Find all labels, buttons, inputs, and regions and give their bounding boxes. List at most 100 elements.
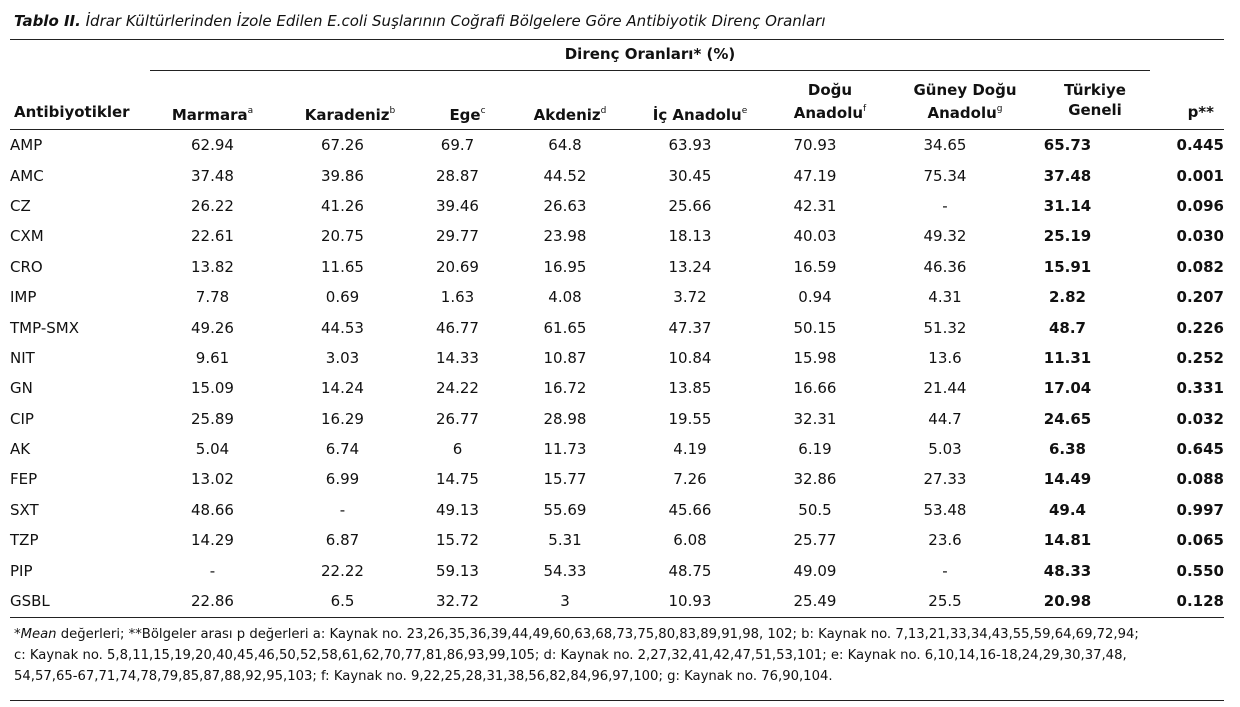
antibiotic-name: TZP [10, 531, 39, 550]
table-caption: Tablo II. İdrar Kültürlerinden İzole Edi… [14, 12, 826, 30]
footnote-line-3: 54,57,65-67,71,74,78,79,85,87,88,92,95,1… [14, 669, 833, 684]
region-value: 16.59 [793, 257, 837, 276]
antibiotic-name: TMP-SMX [10, 318, 79, 337]
region-value: 54.33 [543, 561, 587, 580]
antibiotic-name: CZ [10, 196, 31, 215]
region-value: 59.13 [436, 561, 479, 580]
region-value: 69.7 [440, 136, 475, 155]
region-value: 21.44 [923, 379, 967, 398]
region-value: 37.48 [191, 166, 234, 185]
region-value: 16.29 [321, 409, 364, 428]
turkiye-value: 17.04 [1043, 379, 1092, 398]
table-row: GSBL 22.86 6.5 32.72 3 10.93 25.49 25.5 20.98 0.1… [10, 586, 1224, 616]
region-value: 45.66 [668, 500, 712, 519]
region-value: 22.61 [191, 227, 234, 246]
region-value: - [942, 196, 948, 215]
region-value: - [339, 500, 346, 519]
region-value: 50.15 [793, 318, 837, 337]
antibiotic-name: CXM [10, 227, 44, 246]
region-value: 51.32 [923, 318, 967, 337]
region-value: 5.03 [928, 440, 962, 459]
top-rule [10, 39, 1224, 40]
region-value: 14.75 [436, 470, 479, 489]
region-value: 13.82 [191, 257, 234, 276]
region-value: 25.5 [928, 592, 962, 611]
region-value: 42.31 [793, 196, 837, 215]
antibiotic-name: PIP [10, 561, 33, 580]
turkiye-value: 65.73 [1043, 136, 1092, 155]
turkiye-value: 31.14 [1043, 196, 1092, 215]
turkiye-value: 15.91 [1043, 257, 1092, 276]
data-table: AMP 62.94 67.26 69.7 64.8 63.93 70.93 34.65 65.7… [10, 130, 1224, 616]
region-value: 15.98 [793, 348, 837, 367]
group-header: Direnç Oranları* (%) [564, 45, 736, 63]
region-value: 6.5 [330, 592, 355, 611]
footer-rule [10, 700, 1224, 701]
region-value: 1.63 [440, 288, 475, 307]
p-value: 0.001 [1176, 166, 1224, 185]
p-value: 0.082 [1176, 257, 1224, 276]
region-value: 53.48 [923, 500, 967, 519]
table-row: SXT 48.66 - 49.13 55.69 45.66 50.5 53.48 49.4 0.9… [10, 495, 1224, 525]
table-row: AK 5.04 6.74 6 11.73 4.19 6.19 5.03 6.38 0.645 [10, 434, 1224, 464]
region-value: 49.26 [191, 318, 234, 337]
turkiye-value: 14.49 [1043, 470, 1092, 489]
antibiotic-name: IMP [10, 288, 37, 307]
region-value: 48.66 [191, 500, 234, 519]
table-row: TMP-SMX 49.26 44.53 46.77 61.65 47.37 50.15 51.… [10, 312, 1224, 342]
region-value: 6.74 [325, 440, 360, 459]
p-value: 0.226 [1176, 318, 1224, 337]
region-value: 9.61 [195, 348, 230, 367]
turkiye-value: 11.31 [1043, 348, 1092, 367]
region-value: 25.49 [793, 592, 837, 611]
region-value: 22.86 [191, 592, 234, 611]
region-value: 16.72 [543, 379, 587, 398]
table-row: AMP 62.94 67.26 69.7 64.8 63.93 70.93 34.65 65.7… [10, 130, 1224, 160]
region-value: 24.22 [436, 379, 479, 398]
region-value: 32.31 [793, 409, 837, 428]
region-value: 41.26 [321, 196, 364, 215]
region-value: 4.08 [548, 288, 582, 307]
region-value: 55.69 [543, 500, 587, 519]
region-value: 6.99 [325, 470, 360, 489]
footnote: *Mean değerleri; **Bölgeler arası p değe… [14, 624, 1220, 687]
region-value: 25.89 [191, 409, 234, 428]
antibiotic-name: CRO [10, 257, 43, 276]
footnote-line-2: c: Kaynak no. 5,8,11,15,19,20,40,45,46,5… [14, 648, 1127, 663]
region-value: 49.32 [923, 227, 967, 246]
region-value: 16.66 [793, 379, 837, 398]
region-value: 5.31 [548, 531, 582, 550]
table-row: GN 15.09 14.24 24.22 16.72 13.85 16.66 21.44 17.… [10, 373, 1224, 403]
region-value: 19.55 [668, 409, 712, 428]
region-value: - [942, 561, 948, 580]
region-value: 29.77 [436, 227, 479, 246]
region-value: 11.65 [321, 257, 364, 276]
antibiotic-name: AMP [10, 136, 43, 155]
region-value: 3.72 [673, 288, 707, 307]
table-row: PIP - 22.22 59.13 54.33 48.75 49.09 - 48.33 0.550 [10, 555, 1224, 585]
region-value: 10.87 [543, 348, 587, 367]
region-value: - [209, 561, 216, 580]
region-value: 67.26 [321, 136, 364, 155]
table-row: NIT 9.61 3.03 14.33 10.87 10.84 15.98 13.6 11.31… [10, 343, 1224, 373]
region-value: 13.02 [191, 470, 234, 489]
p-value: 0.096 [1176, 196, 1224, 215]
region-value: 44.52 [543, 166, 587, 185]
region-value: 23.98 [543, 227, 587, 246]
region-value: 15.72 [436, 531, 479, 550]
region-value: 11.73 [543, 440, 587, 459]
header-karadeniz: Karadenizb [304, 106, 396, 124]
antibiotic-name: NIT [10, 348, 35, 367]
p-value: 0.088 [1176, 470, 1224, 489]
region-value: 10.93 [668, 592, 712, 611]
p-value: 0.331 [1176, 379, 1224, 398]
header-ege: Egec [449, 106, 486, 124]
region-value: 44.7 [928, 409, 962, 428]
region-value: 30.45 [668, 166, 712, 185]
p-value: 0.032 [1176, 409, 1224, 428]
table-row: AMC 37.48 39.86 28.87 44.52 30.45 47.19 75.34 37… [10, 160, 1224, 190]
region-value: 64.8 [548, 136, 582, 155]
region-value: 44.53 [321, 318, 364, 337]
p-value: 0.445 [1176, 136, 1224, 155]
header-dogu-anadolu: Doğu Anadoluf [793, 81, 867, 122]
